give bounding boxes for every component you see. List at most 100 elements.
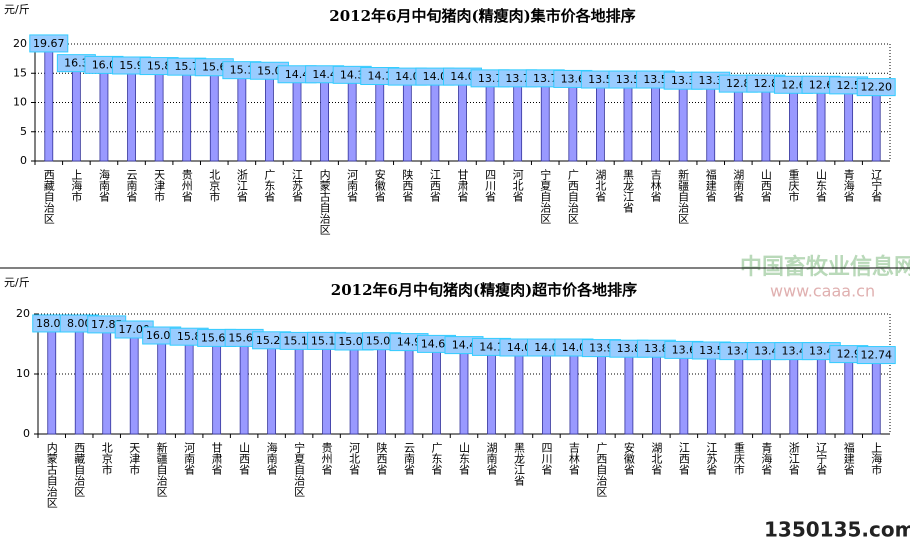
bar (651, 81, 660, 162)
bar (733, 85, 743, 162)
data-label: 15.60 (228, 331, 260, 344)
watermark-bg (760, 518, 908, 542)
x-tick-label: 吉林省 (567, 442, 580, 476)
y-tick-label: 15 (13, 66, 27, 79)
bar (99, 67, 109, 162)
bar (375, 78, 385, 162)
bar (487, 348, 496, 435)
x-tick-label: 广东省 (263, 169, 276, 203)
data-label: 15.9 (119, 59, 144, 72)
data-label: 13.5 (616, 73, 641, 86)
x-tick-label: 内蒙古自治区 (318, 168, 331, 235)
bar (624, 350, 634, 435)
bar (430, 78, 440, 162)
data-label: 17.85 (91, 318, 123, 331)
x-tick-label: 江西省 (428, 169, 441, 203)
bar (513, 80, 523, 162)
data-label: 14.60 (421, 337, 453, 350)
bar (761, 353, 771, 435)
bar (542, 349, 551, 435)
data-label: 13.4 (809, 345, 834, 358)
x-tick-label: 辽宁省 (870, 169, 883, 203)
bar (871, 357, 881, 435)
bar (182, 68, 192, 162)
bar (239, 339, 249, 435)
x-tick-label: 海南省 (265, 441, 278, 476)
x-tick-label: 西藏自治区 (73, 442, 86, 497)
chart-title: 2012年6月中旬猪肉(精瘦肉)超市价各地排序 (331, 281, 637, 299)
data-label: 12.9 (837, 348, 862, 361)
x-tick-label: 海南省 (97, 168, 110, 203)
data-label: 15.00 (338, 335, 370, 348)
bar (267, 342, 277, 435)
x-tick-label: 青海省 (842, 169, 855, 203)
data-label: 13.8 (644, 342, 669, 355)
data-label: 15.20 (256, 334, 288, 347)
x-tick-label: 山东省 (458, 442, 471, 476)
x-tick-label: 四川省 (484, 169, 497, 203)
bar (485, 80, 495, 162)
data-label: 14.4 (452, 339, 477, 352)
data-label: 13.3 (698, 74, 723, 87)
data-label: 13.5 (588, 73, 613, 86)
watermark: 1350135.com (764, 518, 910, 542)
x-tick-label: 贵州省 (180, 169, 193, 203)
x-tick-label: 内蒙古自治区 (45, 441, 58, 508)
data-label: 14.0 (507, 341, 532, 354)
y-tick-label: 20 (13, 37, 27, 50)
x-tick-label: 天津市 (128, 442, 141, 476)
bar (102, 326, 112, 435)
x-tick-label: 安徽省 (622, 441, 635, 476)
y-tick-label: 10 (16, 367, 30, 380)
y-axis-label: 元/斤 (4, 276, 30, 289)
x-tick-label: 福建省 (704, 168, 717, 203)
bar (623, 81, 633, 162)
x-tick-label: 上海市 (870, 442, 883, 476)
x-tick-label: 甘肃省 (456, 169, 469, 203)
data-label: 14.4 (312, 68, 337, 81)
data-label: 15.0 (257, 64, 282, 77)
bar (597, 350, 606, 435)
x-tick-label: 北京市 (208, 169, 221, 203)
x-tick-label: 广西自治区 (595, 442, 608, 497)
bar (459, 347, 469, 435)
data-label: 16.0 (92, 58, 117, 71)
bar (789, 86, 798, 162)
y-tick-label: 10 (13, 96, 27, 109)
data-label: 13.4 (782, 345, 807, 358)
bar (816, 86, 826, 162)
bar (679, 351, 689, 435)
x-tick-label: 重庆市 (732, 441, 745, 476)
bar (678, 82, 688, 162)
bar (569, 349, 579, 435)
x-tick-label: 湖南省 (732, 169, 745, 203)
x-tick-label: 新疆自治区 (677, 168, 690, 224)
bar (514, 349, 524, 435)
bar (789, 353, 799, 435)
y-tick-label: 0 (20, 154, 27, 167)
bar (237, 72, 247, 162)
x-tick-label: 河南省 (183, 442, 196, 476)
data-label: 13.3 (671, 74, 696, 87)
data-label: 14.4 (285, 68, 310, 81)
data-label: 15.1 (230, 64, 255, 77)
data-label: 13.4 (754, 345, 779, 358)
bar (540, 80, 550, 162)
bar (320, 76, 329, 162)
data-label: 12.6 (809, 78, 834, 91)
bar (157, 337, 167, 435)
y-tick-label: 20 (16, 307, 30, 320)
data-label: 13.6 (561, 72, 586, 85)
x-tick-label: 黑龙江省 (512, 442, 525, 487)
x-tick-label: 广东省 (430, 442, 443, 476)
x-tick-label: 河北省 (348, 442, 361, 476)
x-tick-label: 河南省 (346, 169, 359, 203)
data-label: 13.6 (672, 343, 697, 356)
x-tick-label: 浙江省 (235, 169, 248, 203)
data-label: 14.1 (368, 70, 393, 83)
data-label: 13.8 (617, 342, 642, 355)
x-tick-label: 陕西省 (375, 441, 388, 476)
x-tick-label: 辽宁省 (815, 442, 828, 476)
data-label: 15.10 (283, 334, 315, 347)
bar (154, 68, 164, 162)
